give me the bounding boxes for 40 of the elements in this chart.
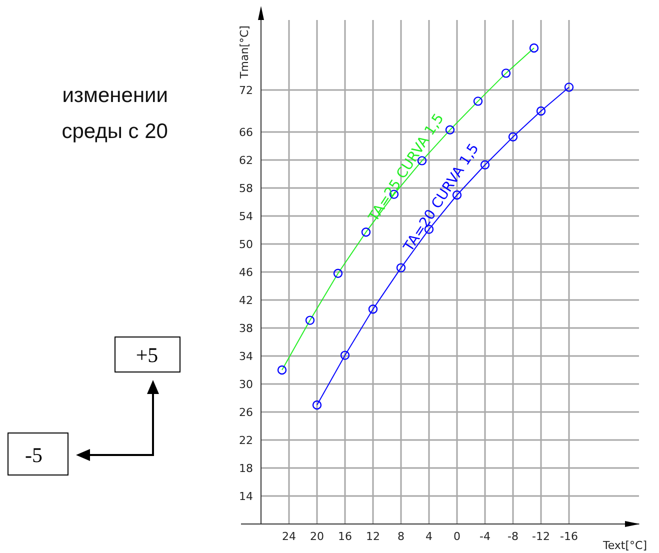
x-tick-label: 4 bbox=[426, 530, 432, 543]
x-tick-label: 20 bbox=[310, 530, 324, 543]
y-tick-label: 22 bbox=[239, 434, 253, 447]
y-tick-label: 46 bbox=[239, 266, 253, 279]
x-tick-label: 16 bbox=[338, 530, 352, 543]
y-tick-label: 30 bbox=[239, 378, 253, 391]
point bbox=[480, 160, 490, 170]
point bbox=[368, 304, 378, 314]
x-tick-label: -12 bbox=[532, 530, 550, 543]
y-tick-label: 42 bbox=[239, 294, 253, 307]
x-tick-label: -8 bbox=[508, 530, 518, 543]
x-tick-label: 12 bbox=[366, 530, 380, 543]
x-tick-label: 0 bbox=[454, 530, 460, 543]
x-axis-title: Text[°C] bbox=[602, 539, 648, 552]
y-tick-label: 72 bbox=[239, 84, 253, 97]
x-tick-label: -4 bbox=[480, 530, 490, 543]
point bbox=[396, 263, 406, 272]
y-tick-label: 26 bbox=[239, 406, 253, 419]
y-tick-label: 66 bbox=[239, 126, 253, 139]
text: -5 bbox=[25, 443, 42, 467]
text: изменении bbox=[62, 84, 168, 107]
y-tick-label: 58 bbox=[239, 182, 253, 195]
point bbox=[536, 106, 546, 116]
y-tick-label: 18 bbox=[239, 462, 253, 475]
text: +5 bbox=[136, 343, 158, 367]
y-tick-label: 34 bbox=[239, 350, 253, 363]
y-tick-label: 14 bbox=[239, 490, 253, 503]
text: среды с 20 bbox=[62, 120, 168, 143]
y-tick-label: 54 bbox=[239, 210, 253, 223]
y-tick-label: 38 bbox=[239, 322, 253, 335]
point bbox=[508, 132, 518, 142]
point bbox=[340, 350, 350, 360]
y-tick-label: 50 bbox=[239, 238, 253, 251]
x-tick-label: 24 bbox=[282, 530, 296, 543]
point bbox=[312, 400, 322, 410]
y-tick-label: 62 bbox=[239, 154, 253, 167]
y-axis-title: Tman[°C] bbox=[238, 26, 251, 80]
x-tick-label: -16 bbox=[560, 530, 578, 543]
point bbox=[564, 82, 574, 92]
x-tick-label: 8 bbox=[398, 530, 404, 543]
